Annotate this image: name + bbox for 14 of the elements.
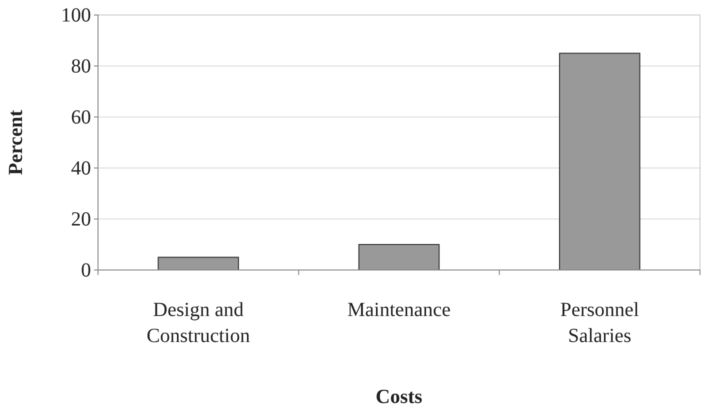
y-tick-label: 0 bbox=[81, 259, 91, 282]
bar bbox=[358, 244, 440, 270]
bar bbox=[559, 52, 640, 270]
y-tick-label: 80 bbox=[71, 55, 91, 78]
y-tick-label: 60 bbox=[71, 106, 91, 128]
y-tick-label: 20 bbox=[71, 208, 91, 230]
y-tick-label: 40 bbox=[71, 157, 91, 180]
x-tick-label: Personnel Salaries bbox=[560, 299, 640, 347]
bar bbox=[158, 256, 239, 270]
x-tick-label: Design and Construction bbox=[146, 299, 250, 347]
x-axis-title: Costs bbox=[376, 386, 423, 408]
y-tick-label: 100 bbox=[61, 4, 91, 26]
y-axis-title: Percent bbox=[5, 110, 27, 176]
x-tick-label: Maintenance bbox=[347, 299, 451, 321]
